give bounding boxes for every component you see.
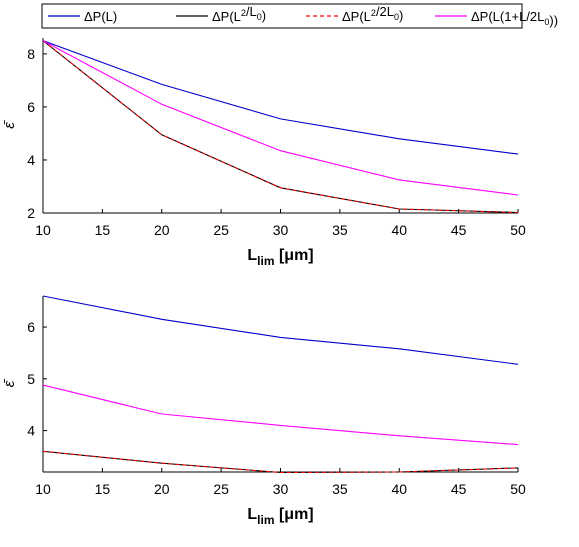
y-axis-label: ε̄ xyxy=(1,378,18,388)
x-tick-label: 40 xyxy=(391,222,407,238)
x-axis-label: Llim [μm] xyxy=(247,506,313,527)
y-axis-label: ε̄ xyxy=(1,119,18,129)
legend-entry: ΔP(L2/L0) xyxy=(212,4,266,24)
top-plot: 10 15 20 25 30 35 40 45 50 2 4 6 8 Llim [μm] ε̄ xyxy=(1,38,526,268)
x-tick-label: 50 xyxy=(510,222,526,238)
y-tick-label: 6 xyxy=(27,99,35,115)
x-tick-label: 35 xyxy=(332,481,348,497)
x-tick-label: 20 xyxy=(154,481,170,497)
x-tick-label: 30 xyxy=(273,222,289,238)
x-tick-label: 30 xyxy=(273,481,289,497)
y-tick-label: 2 xyxy=(27,205,35,221)
x-tick-label: 25 xyxy=(213,222,229,238)
x-tick-label: 35 xyxy=(332,222,348,238)
series-line-0 xyxy=(43,295,519,365)
x-tick-label: 45 xyxy=(451,481,467,497)
series-line-0 xyxy=(43,40,519,155)
y-tick-label: 4 xyxy=(27,423,35,439)
series-line-2 xyxy=(43,40,519,213)
y-tick-label: 8 xyxy=(27,46,35,62)
x-tick-label: 40 xyxy=(391,481,407,497)
x-tick-label: 50 xyxy=(510,481,526,497)
legend: ΔP(L) ΔP(L2/L0) ΔP(L2/2L0) ΔP(L(1+L/2L0)) xyxy=(41,3,558,29)
x-tick-label: 15 xyxy=(95,222,111,238)
legend-entry: ΔP(L) xyxy=(84,9,117,24)
x-tick-label: 10 xyxy=(35,222,51,238)
legend-box xyxy=(41,3,523,29)
series-line-2 xyxy=(43,450,519,474)
x-tick-label: 10 xyxy=(35,481,51,497)
series-line-3 xyxy=(43,40,519,196)
y-tick-label: 5 xyxy=(27,371,35,387)
x-tick-label: 25 xyxy=(213,481,229,497)
x-tick-label: 45 xyxy=(451,222,467,238)
x-axis-label: Llim [μm] xyxy=(247,247,313,268)
x-tick-label: 20 xyxy=(154,222,170,238)
y-tick-label: 6 xyxy=(27,319,35,335)
series-line-3 xyxy=(43,384,519,446)
legend-entry: ΔP(L2/2L0) xyxy=(342,4,403,24)
x-tick-label: 15 xyxy=(95,481,111,497)
legend-entry: ΔP(L(1+L/2L0)) xyxy=(471,9,558,28)
y-tick-label: 4 xyxy=(27,152,35,168)
